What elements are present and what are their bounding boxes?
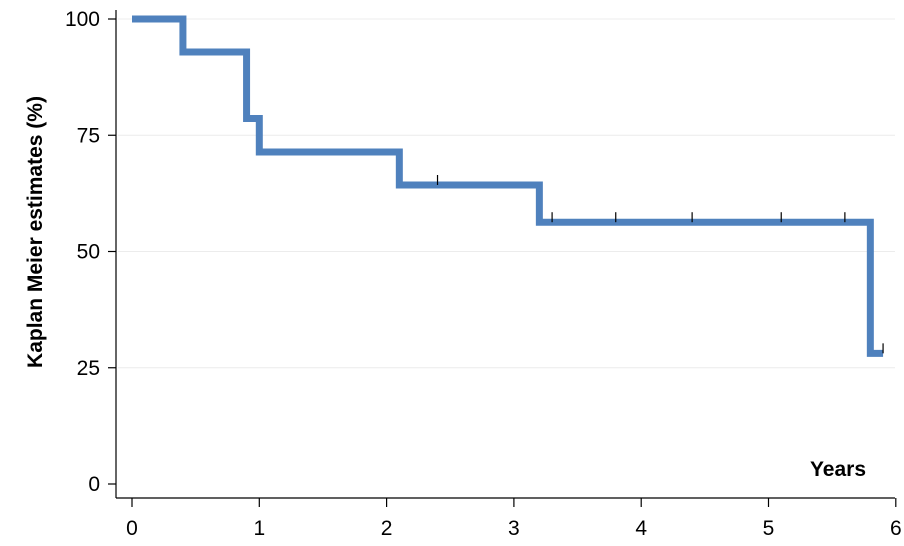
x-tick-label-3: 3 [508, 517, 520, 540]
x-tick-label-5: 5 [763, 517, 775, 540]
gridlines [118, 18, 895, 369]
y-axis-title: Kaplan Meier estimates (%) [24, 96, 47, 368]
censor-marks [436, 175, 884, 354]
x-tick-label-2: 2 [381, 517, 393, 540]
y-tick-label-0: 0 [88, 473, 100, 496]
axes [115, 10, 895, 499]
y-axis-ticks: 0 25 50 75 100 [65, 8, 116, 496]
x-axis-title: Years [810, 458, 866, 481]
y-tick-label-100: 100 [65, 8, 100, 31]
x-tick-label-0: 0 [126, 517, 138, 540]
y-tick-label-50: 50 [77, 241, 100, 264]
x-tick-label-1: 1 [253, 517, 265, 540]
series-line-0 [132, 15, 884, 357]
x-tick-label-6: 6 [890, 517, 902, 540]
y-tick-label-25: 25 [77, 357, 100, 380]
y-tick-label-75: 75 [77, 124, 100, 147]
x-tick-label-4: 4 [635, 517, 647, 540]
x-axis-ticks: 0 1 2 3 4 5 6 [126, 498, 902, 540]
survival-curve [132, 15, 884, 357]
